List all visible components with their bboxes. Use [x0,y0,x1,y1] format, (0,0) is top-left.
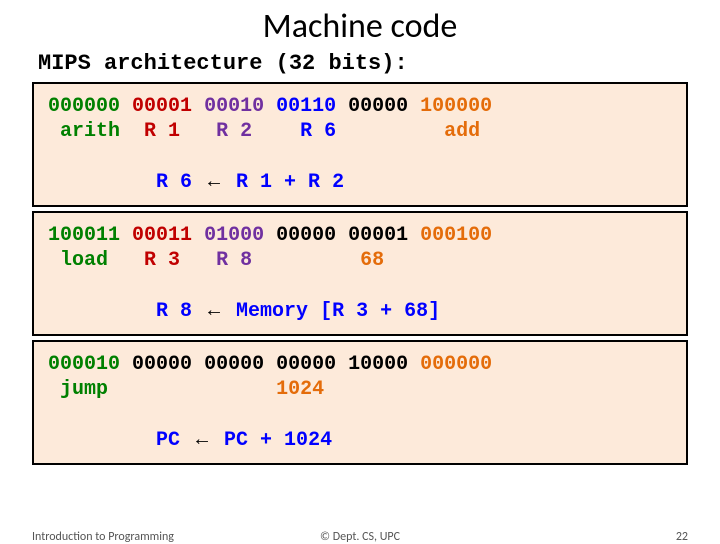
bin-f5: 00000 [348,95,408,118]
lbl-f5: 68 [360,249,384,272]
lbl-f4: R 6 [300,120,336,143]
bin-f5: 10000 [348,353,408,376]
sem-post: R 1 + R 2 [224,171,344,194]
bin-row: 100011 00011 01000 00000 00001 000100 [48,223,672,248]
semantic-row: R 8 ← Memory [R 3 + 68] [48,298,672,324]
bin-f1: 000000 [48,95,120,118]
lbl-f3: R 2 [216,120,252,143]
blank-row [48,402,672,427]
instruction-box-arith: 000000 00001 00010 00110 00000 100000 ar… [32,82,688,207]
page-number: 22 [676,530,688,544]
bin-f1: 000010 [48,353,120,376]
bin-f2: 00001 [132,95,192,118]
arrow-icon: ← [204,299,224,321]
label-row: jump 1024 [48,377,672,402]
sem-pre: PC [156,429,192,452]
lbl-f4: 1024 [276,378,324,401]
sem-pre: R 6 [156,171,204,194]
lbl-f3: R 8 [216,249,252,272]
arrow-icon: ← [192,428,212,450]
label-row: arith R 1 R 2 R 6 add [48,119,672,144]
lbl-f2: R 3 [144,249,180,272]
sem-post: Memory [R 3 + 68] [224,300,440,323]
sem-pre: R 8 [156,300,204,323]
bin-f3: 00000 [204,353,264,376]
slide-title: Machine code [0,0,720,51]
footer-center: © Dept. CS, UPC [0,530,720,544]
semantic-row: R 6 ← R 1 + R 2 [48,169,672,195]
arrow-icon: ← [204,170,224,192]
semantic-row: PC ← PC + 1024 [48,427,672,453]
bin-f2: 00011 [132,224,192,247]
bin-f6: 000000 [420,353,492,376]
sem-post: PC + 1024 [212,429,332,452]
bin-f4: 00110 [276,95,336,118]
subtitle: MIPS architecture (32 bits): [0,51,720,82]
bin-f4: 00000 [276,353,336,376]
label-row: load R 3 R 8 68 [48,248,672,273]
bin-row: 000010 00000 00000 00000 10000 000000 [48,352,672,377]
instruction-box-load: 100011 00011 01000 00000 00001 000100 lo… [32,211,688,336]
bin-f3: 00010 [204,95,264,118]
blank-row [48,273,672,298]
lbl-f1: jump [60,378,108,401]
bin-f5: 00001 [348,224,408,247]
bin-row: 000000 00001 00010 00110 00000 100000 [48,94,672,119]
lbl-f6: add [444,120,480,143]
bin-f4: 00000 [276,224,336,247]
lbl-f2: R 1 [144,120,180,143]
bin-f1: 100011 [48,224,120,247]
instruction-box-jump: 000010 00000 00000 00000 10000 000000 ju… [32,340,688,465]
bin-f6: 000100 [420,224,492,247]
bin-f3: 01000 [204,224,264,247]
lbl-f1: arith [60,120,120,143]
bin-f2: 00000 [132,353,192,376]
blank-row [48,144,672,169]
bin-f6: 100000 [420,95,492,118]
lbl-f1: load [60,249,108,272]
